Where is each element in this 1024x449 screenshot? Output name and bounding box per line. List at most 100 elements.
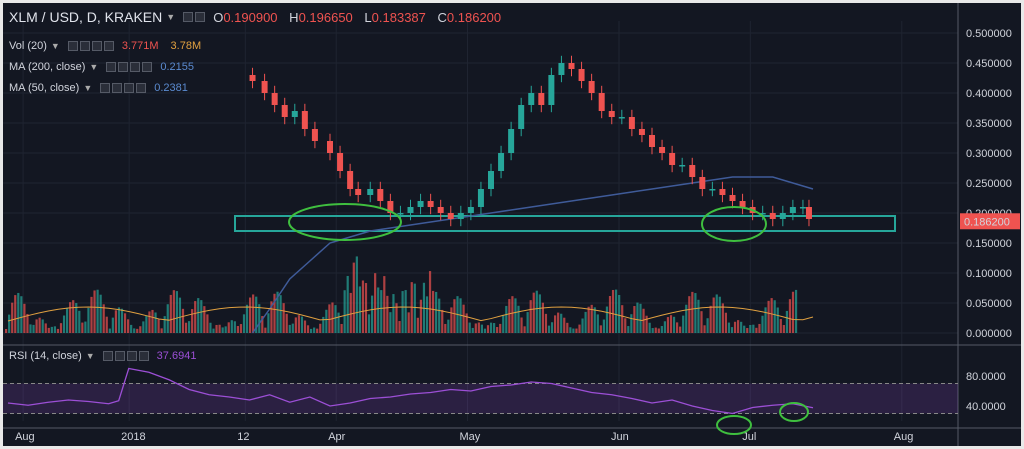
chart-frame: 0.500000 0.450000 0.400000 0.350000 0.300000… bbox=[3, 3, 1021, 446]
volume-bar bbox=[270, 301, 273, 333]
volume-bar bbox=[648, 322, 651, 333]
volume-bar bbox=[404, 290, 407, 333]
candle-body bbox=[447, 213, 454, 219]
volume-bar bbox=[32, 324, 35, 333]
volume-bar bbox=[755, 327, 758, 333]
volume-bar bbox=[666, 317, 670, 333]
volume-bar bbox=[386, 295, 389, 333]
volume-bar bbox=[764, 307, 767, 333]
volume-bar bbox=[172, 290, 175, 333]
candle-body bbox=[508, 129, 515, 153]
y-tick-label: 0.050000 bbox=[966, 298, 1012, 310]
candle-body bbox=[799, 207, 806, 209]
ma50-label[interactable]: MA (50, close) bbox=[9, 82, 80, 94]
volume-bar bbox=[547, 325, 551, 333]
volume-bar bbox=[432, 290, 435, 333]
volume-bar bbox=[465, 313, 468, 333]
volume-bar bbox=[584, 311, 587, 333]
volume-bar bbox=[297, 315, 300, 333]
rsi-tick-label: 80.0000 bbox=[966, 371, 1006, 383]
volume-bar bbox=[572, 328, 575, 333]
symbol-title[interactable]: XLM / USD, D, KRAKEN bbox=[9, 9, 163, 25]
volume-bar bbox=[782, 325, 785, 333]
volume-bar bbox=[615, 289, 618, 333]
volume-bar bbox=[26, 313, 29, 333]
legend-buttons[interactable] bbox=[183, 12, 206, 22]
candle-body bbox=[669, 153, 676, 165]
volume-bar bbox=[642, 308, 645, 333]
volume-bar bbox=[29, 324, 32, 333]
volume-ma-line bbox=[7, 306, 814, 322]
volume-bar bbox=[377, 287, 380, 333]
volume-bar bbox=[200, 300, 203, 333]
volume-bar bbox=[53, 326, 56, 333]
x-tick-label: Aug bbox=[894, 431, 914, 443]
volume-bar bbox=[520, 317, 523, 333]
circle-annotation-rsi-low bbox=[716, 415, 752, 435]
volume-bar bbox=[343, 290, 346, 333]
volume-bar bbox=[444, 323, 447, 333]
volume-bar bbox=[770, 298, 773, 333]
candle-body bbox=[377, 189, 384, 201]
candle-body bbox=[271, 93, 278, 105]
y-tick-label: 0.400000 bbox=[966, 88, 1012, 100]
vol-buttons[interactable] bbox=[67, 41, 114, 51]
volume-bar bbox=[624, 318, 627, 333]
chevron-down-icon[interactable]: ▼ bbox=[83, 83, 93, 93]
volume-bar bbox=[227, 322, 230, 333]
candle-body bbox=[739, 201, 746, 207]
ma200-buttons[interactable] bbox=[106, 62, 153, 72]
chevron-down-icon[interactable]: ▼ bbox=[50, 41, 60, 51]
ma200-label[interactable]: MA (200, close) bbox=[9, 61, 86, 73]
volume-bar bbox=[252, 294, 255, 333]
volume-bar bbox=[139, 326, 142, 333]
ma50-buttons[interactable] bbox=[100, 83, 147, 93]
candle-body bbox=[355, 189, 362, 195]
volume-bar bbox=[694, 293, 697, 333]
volume-bar bbox=[184, 322, 188, 333]
chevron-down-icon[interactable]: ▼ bbox=[166, 12, 176, 22]
volume-bar bbox=[746, 328, 749, 333]
volume-bar bbox=[740, 321, 743, 333]
candle-body bbox=[427, 201, 434, 207]
chevron-down-icon[interactable]: ▼ bbox=[89, 62, 99, 72]
volume-bar bbox=[758, 323, 761, 333]
volume-bar bbox=[245, 304, 249, 333]
volume-bar bbox=[791, 291, 795, 333]
volume-bar bbox=[636, 302, 639, 333]
chevron-down-icon[interactable]: ▼ bbox=[85, 351, 95, 361]
volume-bar bbox=[541, 302, 544, 333]
rsi-buttons[interactable] bbox=[102, 351, 149, 361]
volume-bar bbox=[181, 308, 185, 333]
circle-annotation-june bbox=[701, 206, 767, 242]
volume-bar bbox=[233, 321, 236, 333]
candlestick-chart[interactable]: 0.500000 0.450000 0.400000 0.350000 0.300000… bbox=[3, 3, 1021, 446]
candle-body bbox=[327, 141, 333, 153]
header-legend: XLM / USD, D, KRAKEN ▼ O0.190900 H0.1966… bbox=[9, 9, 509, 25]
candle-body bbox=[477, 189, 484, 207]
volume-bar bbox=[90, 296, 93, 333]
volume-bar bbox=[374, 273, 377, 333]
volume-bar bbox=[78, 310, 81, 333]
volume-bar bbox=[480, 324, 483, 333]
volume-bar bbox=[752, 324, 755, 333]
volume-bar bbox=[127, 319, 130, 333]
volume-bar bbox=[727, 322, 731, 333]
candle-body bbox=[618, 117, 625, 119]
candle-body bbox=[638, 129, 645, 135]
vol-label[interactable]: Vol (20) bbox=[9, 40, 47, 52]
candle-body bbox=[498, 153, 505, 171]
volume-bar bbox=[14, 295, 17, 333]
volume-bar bbox=[779, 319, 782, 333]
candle-body bbox=[679, 165, 686, 167]
volume-bar bbox=[264, 327, 267, 333]
volume-bar bbox=[676, 322, 679, 333]
volume-bar bbox=[154, 312, 157, 333]
volume-bar bbox=[700, 311, 703, 333]
volume-bar bbox=[435, 291, 438, 333]
x-tick-label: 12 bbox=[237, 431, 249, 443]
rsi-label[interactable]: RSI (14, close) bbox=[9, 350, 82, 362]
volume-bar bbox=[81, 322, 84, 333]
ohlc-readout: O0.190900 H0.196650 L0.183387 C0.186200 bbox=[213, 9, 502, 25]
volume-bar bbox=[325, 309, 328, 333]
